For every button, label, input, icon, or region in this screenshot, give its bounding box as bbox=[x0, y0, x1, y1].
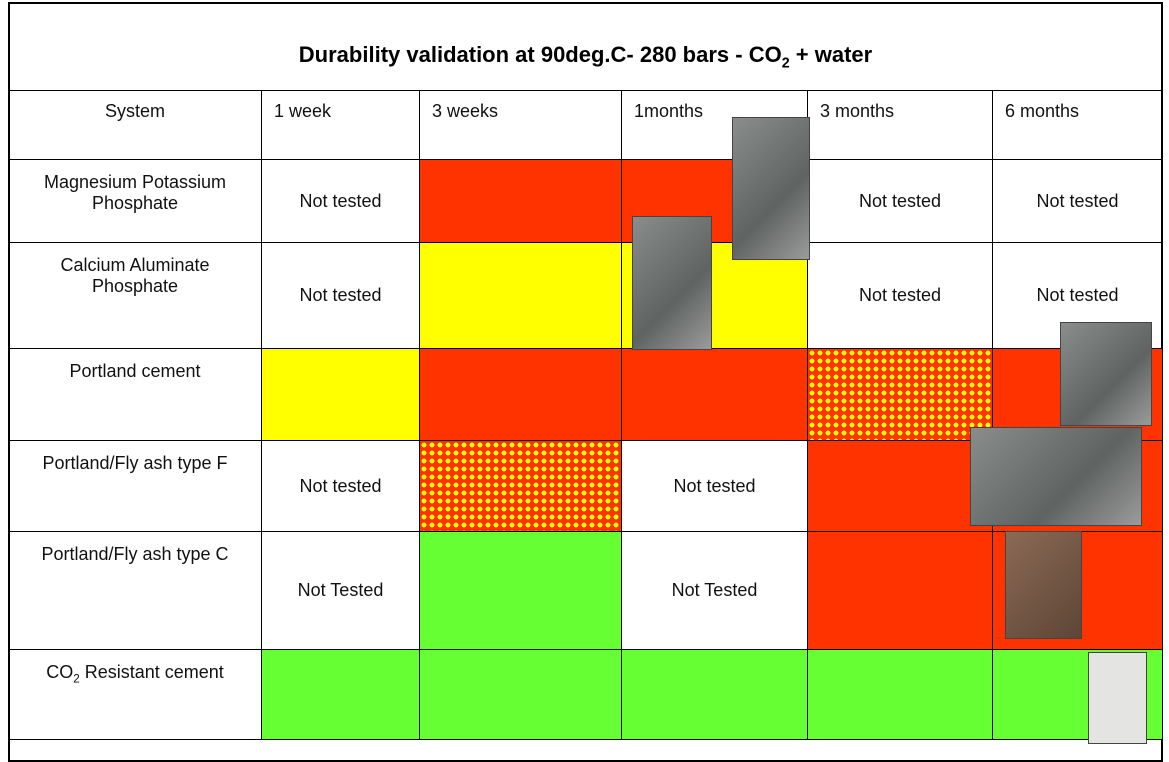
title-text-end: + water bbox=[789, 42, 873, 67]
cell-text: Not Tested bbox=[671, 580, 758, 600]
cell-label: Not tested bbox=[1036, 285, 1118, 306]
cell-label: Not tested bbox=[673, 476, 755, 497]
text-cell: Not tested bbox=[262, 441, 420, 532]
cell-label: Portland cement bbox=[69, 361, 200, 440]
text-cell: Not Tested bbox=[262, 532, 420, 650]
cell-text: Not tested bbox=[858, 285, 942, 305]
status-cell bbox=[420, 243, 622, 349]
system-cell: Calcium Aluminate Phosphate bbox=[8, 243, 262, 349]
cell-text: Not tested bbox=[299, 190, 382, 211]
text-cell: Not tested bbox=[808, 160, 993, 243]
sample-photo bbox=[1088, 652, 1147, 744]
header-text: 3 weeks bbox=[432, 101, 499, 121]
cell-label: Not tested bbox=[859, 191, 941, 212]
header-cell: 3 weeks bbox=[420, 90, 622, 160]
cell-text-end: Resistant cement bbox=[79, 662, 224, 682]
cell-label: Calcium Aluminate Phosphate bbox=[19, 255, 251, 348]
cell-text: Not tested bbox=[858, 190, 942, 211]
cell-label: Not tested bbox=[299, 285, 381, 306]
cell-text: Not tested bbox=[673, 475, 756, 496]
cell-label: Not Tested bbox=[672, 580, 758, 601]
system-cell: Magnesium Potassium Phosphate bbox=[8, 160, 262, 243]
cell-subscript: 2 bbox=[73, 672, 80, 686]
cell-text: Not tested bbox=[1036, 190, 1119, 211]
cell-text: Portland cement bbox=[69, 361, 201, 381]
cell-text: Not tested bbox=[299, 285, 382, 305]
header-cell: System bbox=[8, 90, 262, 160]
cell-text: Not tested bbox=[1036, 285, 1119, 305]
status-cell bbox=[420, 532, 622, 650]
cell-label: Portland/Fly ash type C bbox=[41, 544, 228, 649]
cell-label: CO2 Resistant cement bbox=[46, 662, 224, 739]
text-cell: Not tested bbox=[262, 160, 420, 243]
table-title: Durability validation at 90deg.C- 280 ba… bbox=[8, 42, 1163, 71]
sample-photo bbox=[632, 216, 712, 350]
status-cell bbox=[420, 650, 622, 740]
header-text: 1 week bbox=[274, 101, 332, 121]
cell-label: Not tested bbox=[1036, 191, 1118, 212]
cell-label: Magnesium Potassium Phosphate bbox=[19, 172, 251, 242]
status-cell bbox=[808, 349, 993, 441]
status-cell bbox=[808, 532, 993, 650]
cell-label: Not tested bbox=[299, 476, 381, 497]
cell-text: Not Tested bbox=[297, 580, 384, 600]
cell-label: Not tested bbox=[859, 285, 941, 306]
sample-photo bbox=[1005, 531, 1082, 639]
header-text: 1months bbox=[634, 101, 704, 121]
text-cell: Not tested bbox=[808, 243, 993, 349]
status-cell bbox=[420, 349, 622, 441]
cell-text: Not tested bbox=[299, 475, 382, 496]
header-text: System bbox=[104, 101, 165, 121]
status-cell bbox=[622, 349, 808, 441]
status-cell bbox=[262, 650, 420, 740]
sample-photo bbox=[970, 427, 1142, 526]
cell-label: Portland/Fly ash type F bbox=[42, 453, 227, 531]
system-cell: Portland/Fly ash type C bbox=[8, 532, 262, 650]
cell-text: Portland/Fly ash type F bbox=[42, 453, 228, 473]
text-cell: Not tested bbox=[622, 441, 808, 532]
text-cell: Not Tested bbox=[622, 532, 808, 650]
header-text: 3 months bbox=[820, 101, 895, 121]
header-text: 6 months bbox=[1005, 101, 1080, 121]
status-cell bbox=[420, 160, 622, 243]
cell-text: Calcium Aluminate Phosphate bbox=[60, 255, 210, 296]
title-text: Durability validation at 90deg.C- 280 ba… bbox=[298, 42, 782, 67]
header-cell: 6 months bbox=[993, 90, 1163, 160]
text-cell: Not tested bbox=[262, 243, 420, 349]
system-cell: CO2 Resistant cement bbox=[8, 650, 262, 740]
cell-text: Portland/Fly ash type C bbox=[41, 544, 229, 564]
cell-text: Magnesium Potassium Phosphate bbox=[43, 172, 227, 213]
system-cell: Portland cement bbox=[8, 349, 262, 441]
status-cell bbox=[420, 441, 622, 532]
cell-text: CO bbox=[46, 662, 74, 682]
status-cell bbox=[808, 650, 993, 740]
sample-photo bbox=[732, 117, 810, 260]
header-cell: 3 months bbox=[808, 90, 993, 160]
cell-label: Not Tested bbox=[298, 580, 384, 601]
status-cell bbox=[622, 650, 808, 740]
cell-label: Not tested bbox=[299, 191, 381, 212]
header-cell: 1 week bbox=[262, 90, 420, 160]
sample-photo bbox=[1060, 322, 1152, 426]
status-cell bbox=[808, 441, 993, 532]
system-cell: Portland/Fly ash type F bbox=[8, 441, 262, 532]
text-cell: Not tested bbox=[993, 160, 1163, 243]
status-cell bbox=[262, 349, 420, 441]
title-subscript: 2 bbox=[781, 55, 790, 72]
